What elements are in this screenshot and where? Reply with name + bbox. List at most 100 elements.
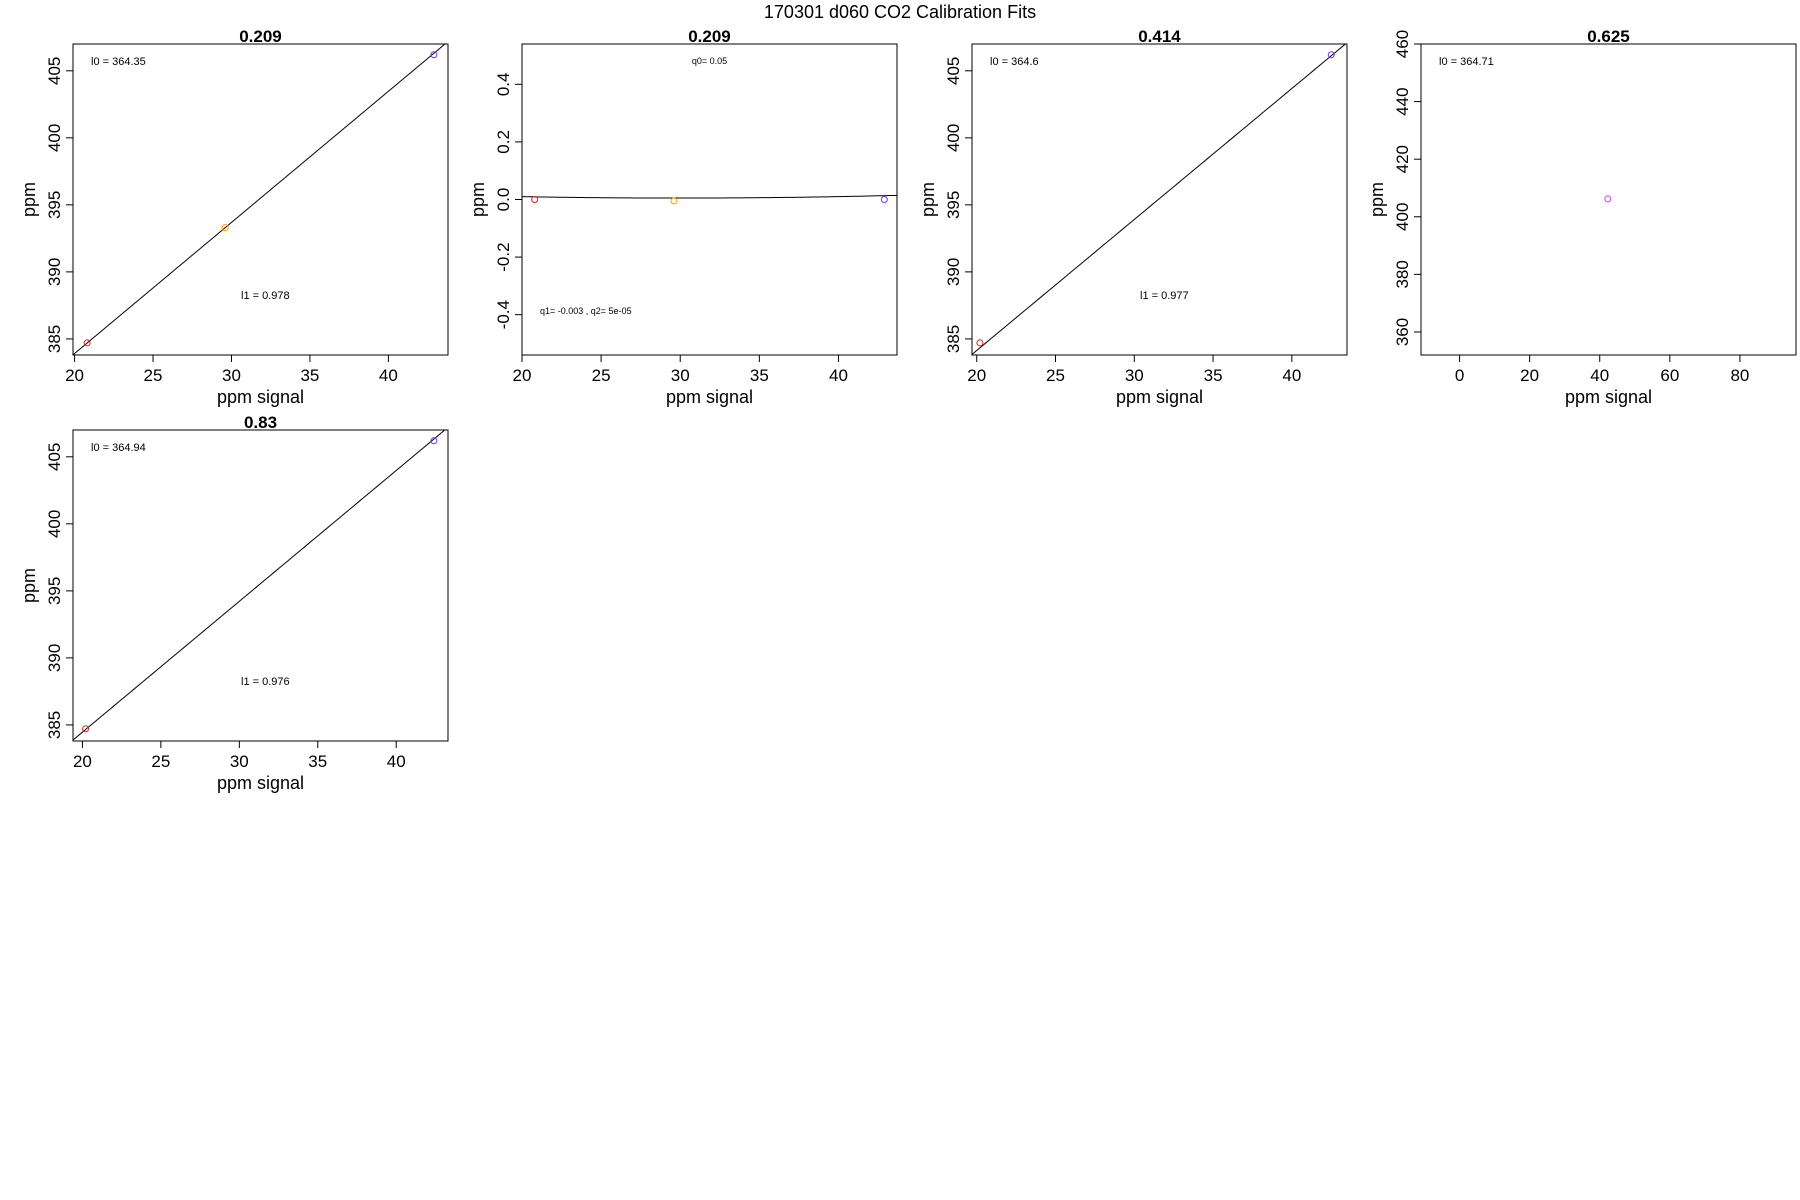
y-tick-label: 400 — [45, 510, 64, 538]
data-point — [83, 339, 91, 347]
y-tick-label: 405 — [45, 57, 64, 85]
plot-area — [73, 430, 446, 741]
chart-panel-4: 0.625 0 20 40 60 80 360 380 400 420 440 460 ppm sign… — [1367, 27, 1797, 407]
y-tick-label: 405 — [45, 443, 64, 471]
x-tick-label: 35 — [300, 366, 319, 385]
plot-area — [522, 194, 897, 205]
plot-frame — [971, 43, 1348, 356]
x-tick-label: 35 — [750, 366, 769, 385]
plot-frame — [1420, 43, 1797, 356]
x-tick-label: 30 — [671, 366, 690, 385]
data-point — [1327, 51, 1335, 59]
y-tick-label: 385 — [45, 325, 64, 353]
x-tick-label: 25 — [592, 366, 611, 385]
y-tick-label: 420 — [1393, 145, 1412, 173]
x-tick-label: 40 — [1590, 366, 1609, 385]
y-tick-label: -0.4 — [494, 300, 513, 329]
x-tick-label: 20 — [65, 366, 84, 385]
fit-annotation: l1 = 0.977 — [1140, 290, 1189, 302]
chart-panel-1: 0.209 20 25 30 35 40 385 390 395 400 405 ppm signal… — [19, 27, 449, 407]
data-point — [880, 196, 888, 203]
y-tick-label: -0.2 — [494, 242, 513, 271]
y-tick-label: 0.0 — [494, 188, 513, 212]
y-tick-label: 385 — [944, 325, 963, 353]
data-point — [430, 437, 438, 445]
fit-annotation: l1 = 0.976 — [241, 676, 290, 688]
y-tick-label: 390 — [45, 258, 64, 286]
x-tick-label: 40 — [1282, 366, 1301, 385]
y-axis-label: ppm — [19, 568, 39, 603]
x-tick-label: 30 — [1125, 366, 1144, 385]
fit-annotation: q1= -0.003 , q2= 5e-05 — [540, 306, 632, 316]
fit-annotation: l0 = 364.6 — [990, 56, 1039, 68]
fit-annotation: l0 = 364.94 — [91, 442, 146, 454]
fit-annotation: l0 = 364.71 — [1439, 56, 1494, 68]
y-axis-label: ppm — [468, 182, 488, 217]
x-tick-label: 30 — [230, 752, 249, 771]
data-point — [976, 339, 984, 347]
y-tick-label: 390 — [944, 258, 963, 286]
y-tick-label: 395 — [944, 191, 963, 219]
panel-title: 0.414 — [1138, 27, 1181, 46]
panel-title: 0.209 — [239, 27, 282, 46]
y-tick-label: 405 — [944, 57, 963, 85]
x-tick-label: 20 — [73, 752, 92, 771]
panel-title: 0.83 — [244, 413, 277, 432]
y-tick-label: 400 — [1393, 203, 1412, 231]
y-tick-label: 395 — [45, 577, 64, 605]
y-axis-label: ppm — [19, 182, 39, 217]
y-tick-label: 380 — [1393, 260, 1412, 288]
plot-frame — [72, 43, 449, 356]
panel-title: 0.625 — [1587, 27, 1630, 46]
x-tick-label: 20 — [1520, 366, 1539, 385]
x-tick-label: 40 — [379, 366, 398, 385]
data-point — [531, 196, 539, 203]
panel-title: 0.209 — [688, 27, 731, 46]
y-tick-label: 395 — [45, 191, 64, 219]
plot-frame — [72, 429, 449, 742]
y-tick-label: 440 — [1393, 87, 1412, 115]
x-axis-label: ppm signal — [217, 773, 304, 793]
x-tick-label: 25 — [151, 752, 170, 771]
x-tick-label: 20 — [513, 366, 532, 385]
y-tick-label: 460 — [1393, 30, 1412, 58]
data-point — [221, 224, 229, 232]
fit-line — [972, 44, 1347, 355]
y-tick-label: 0.2 — [494, 130, 513, 154]
fit-annotation: l0 = 364.35 — [91, 56, 146, 68]
x-tick-label: 40 — [829, 366, 848, 385]
fit-annotation: q0= 0.05 — [692, 56, 727, 66]
y-tick-label: 400 — [45, 124, 64, 152]
data-point — [430, 51, 438, 59]
x-axis-label: ppm signal — [217, 387, 304, 407]
chart-panel-2: 0.209 20 25 30 35 40 -0.4 -0.2 0.0 0.2 0.4 ppm sign… — [468, 27, 898, 407]
fit-line — [522, 194, 897, 199]
chart-panel-5: 0.83 20 25 30 35 40 385 390 395 400 405 ppm signal p… — [19, 413, 449, 793]
x-tick-label: 30 — [222, 366, 241, 385]
x-tick-label: 20 — [967, 366, 986, 385]
data-point — [1604, 195, 1612, 203]
x-axis-label: ppm signal — [1565, 387, 1652, 407]
fit-line — [73, 44, 446, 355]
x-axis-label: ppm signal — [666, 387, 753, 407]
fit-line — [73, 430, 446, 741]
fit-annotation: l1 = 0.978 — [241, 290, 290, 302]
x-tick-label: 35 — [308, 752, 327, 771]
panels-group: 0.209 20 25 30 35 40 385 390 395 400 405 ppm signal… — [19, 27, 1797, 793]
y-axis-label: ppm — [918, 182, 938, 217]
data-point — [670, 197, 678, 205]
y-tick-label: 0.4 — [494, 72, 513, 96]
y-tick-label: 360 — [1393, 318, 1412, 346]
x-tick-label: 25 — [1046, 366, 1065, 385]
x-tick-label: 40 — [387, 752, 406, 771]
chart-panel-3: 0.414 20 25 30 35 40 385 390 395 400 405 ppm signal… — [918, 27, 1348, 407]
plot-area — [1604, 195, 1612, 203]
y-tick-label: 385 — [45, 711, 64, 739]
x-tick-label: 60 — [1660, 366, 1679, 385]
y-tick-label: 390 — [45, 644, 64, 672]
x-tick-label: 25 — [144, 366, 163, 385]
data-point — [82, 725, 90, 733]
plot-area — [73, 44, 446, 355]
x-tick-label: 80 — [1730, 366, 1749, 385]
